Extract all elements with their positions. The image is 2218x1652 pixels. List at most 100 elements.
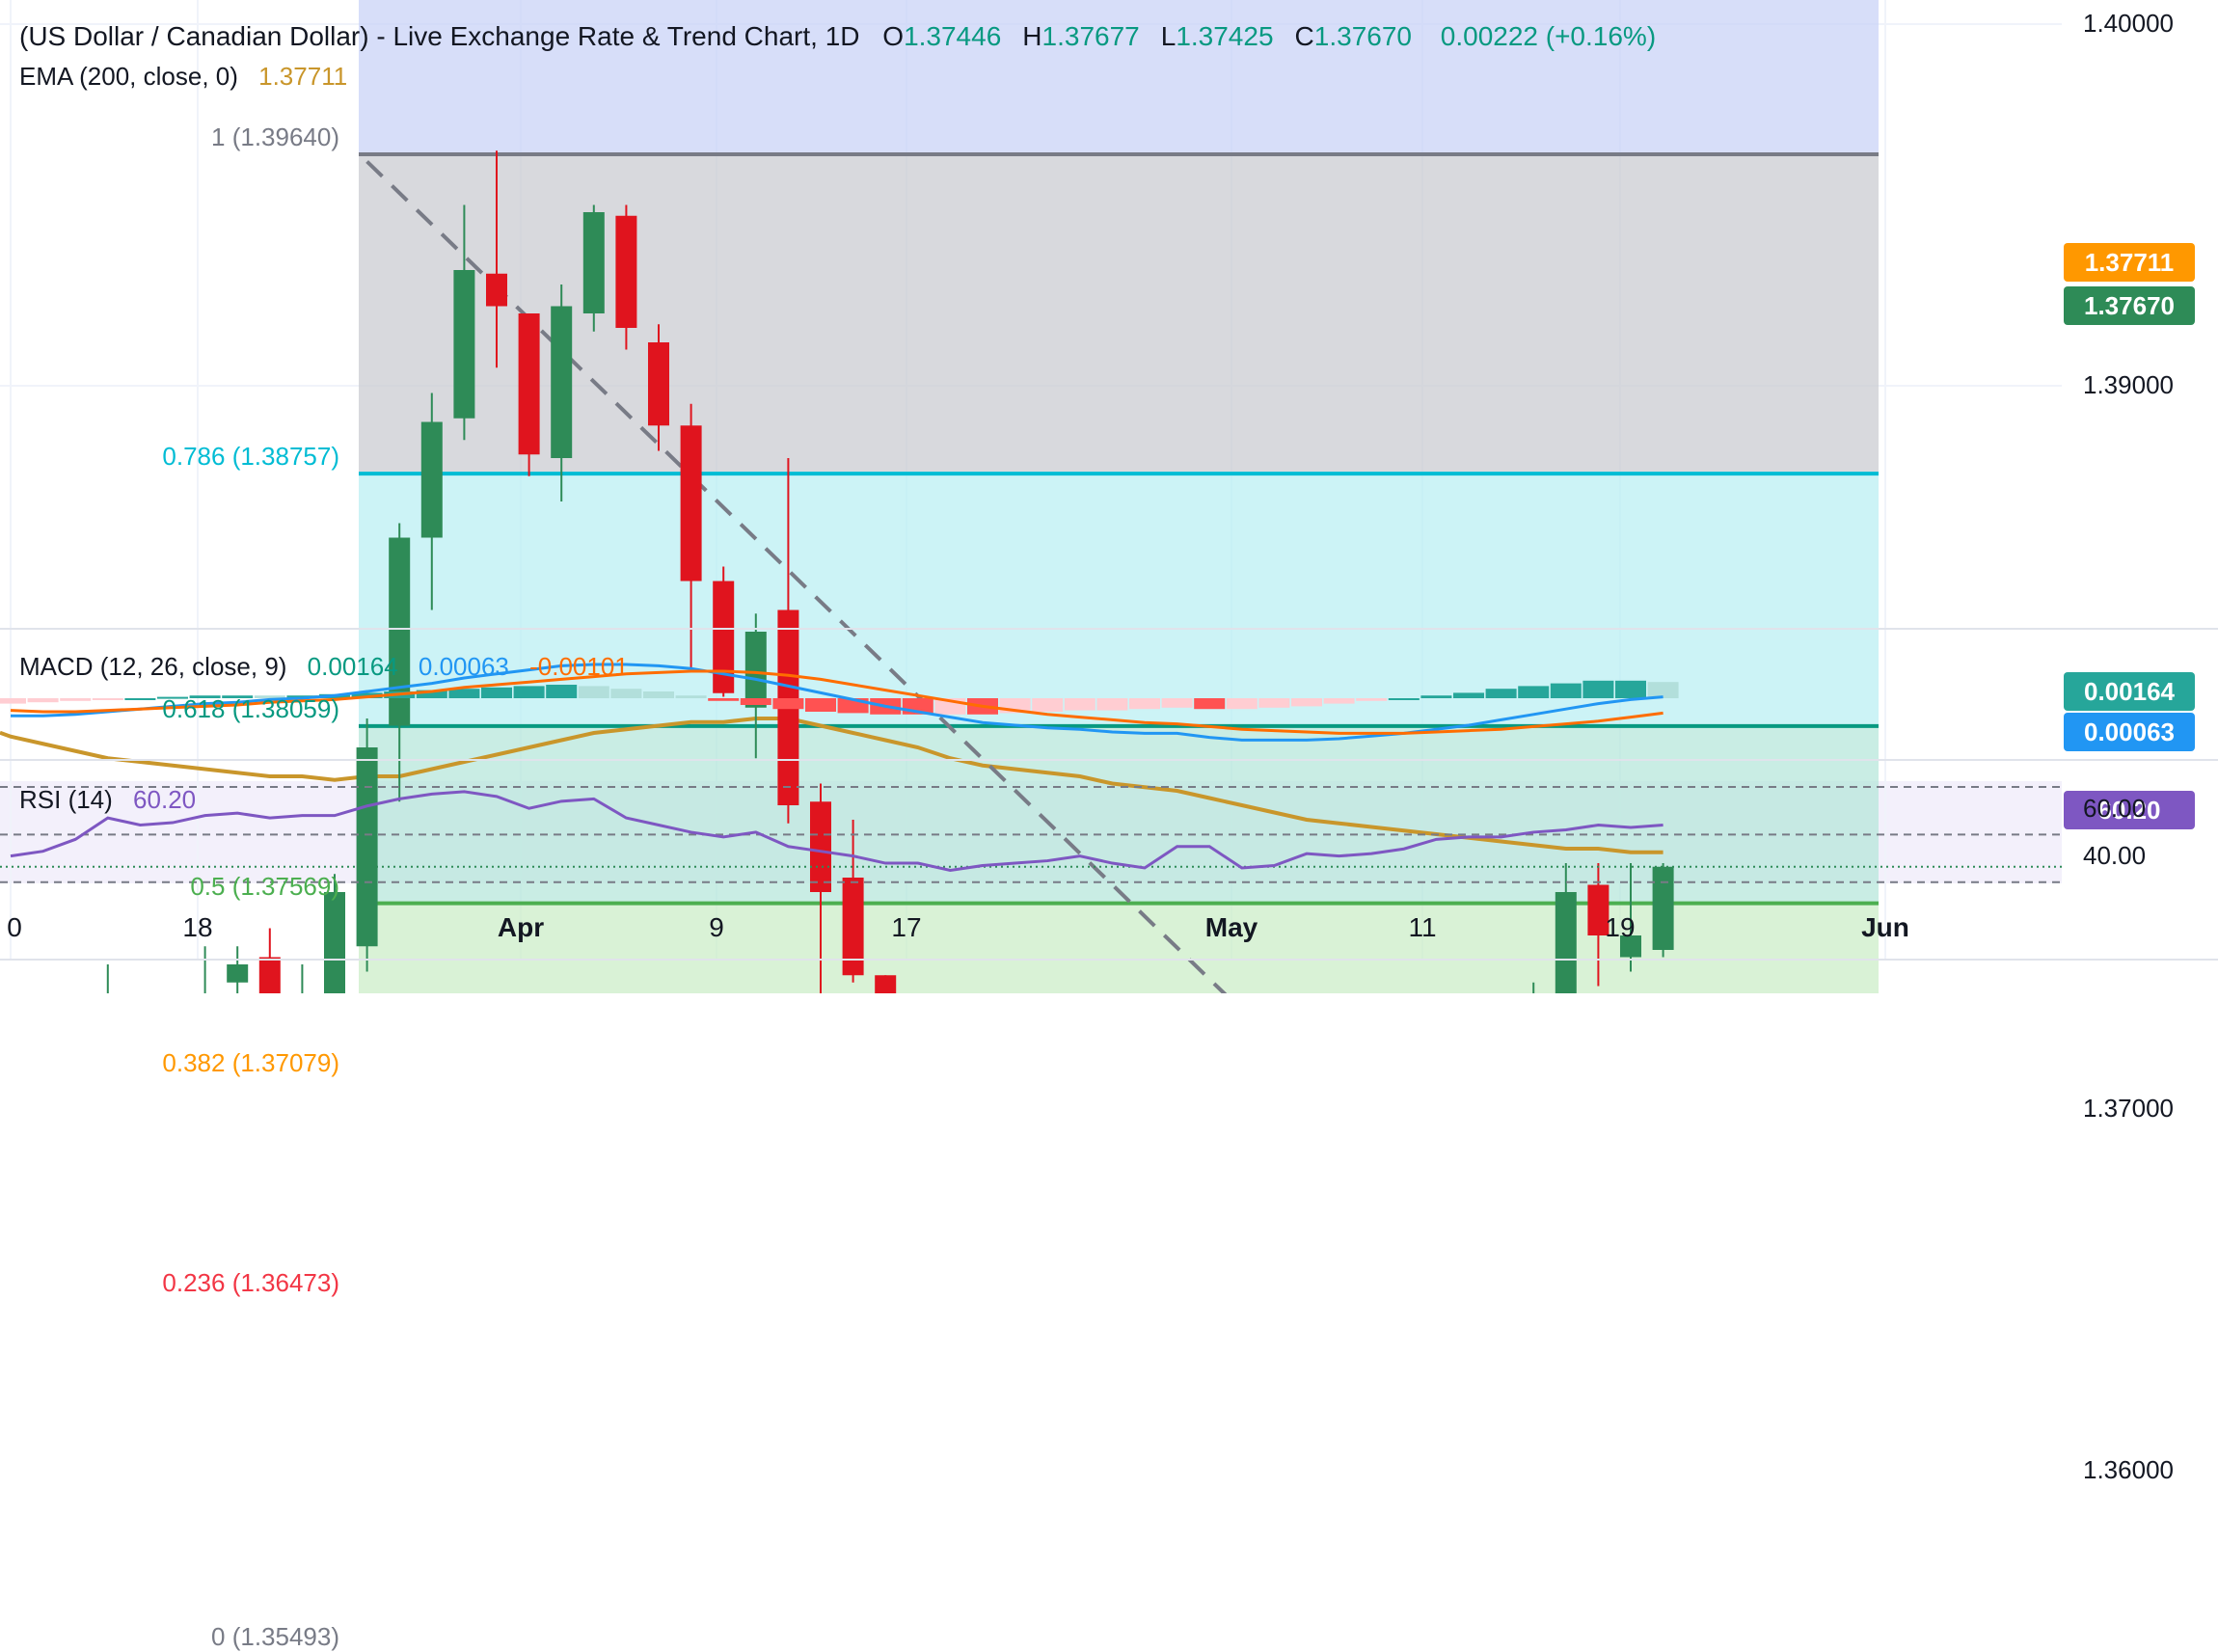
rsi-axis-label: 40.00 [2083, 841, 2147, 871]
fib-level-label: 0.236 (1.36473) [162, 1267, 339, 1297]
macd-histogram-bar [1518, 686, 1550, 698]
price-axis-label: 1.39000 [2083, 370, 2174, 399]
fib-zone [359, 903, 1879, 993]
rsi-legend-value: 60.20 [133, 785, 197, 814]
fib-level-label: 1 (1.39640) [211, 122, 339, 151]
price-axis-label: 1.40000 [2083, 9, 2174, 38]
candle-body [551, 306, 573, 458]
fib-level-label: 0 (1.35493) [211, 1622, 339, 1652]
macd-histogram-bar [1323, 698, 1355, 704]
close-price-tag: 1.37670 [2064, 286, 2195, 325]
fib-zone [359, 725, 1879, 904]
macd-histogram-bar [1258, 698, 1290, 708]
macd-legend-macd: 0.00164 [307, 652, 398, 681]
candle-body [648, 342, 669, 426]
candle-body [875, 975, 897, 993]
macd-histogram-bar [1161, 698, 1193, 708]
chart-header: (US Dollar / Canadian Dollar) - Live Exc… [19, 21, 1656, 52]
header-shade [359, 0, 1879, 154]
macd-histogram-bar [675, 695, 707, 698]
macd-histogram-bar [254, 695, 285, 698]
candle-body [420, 421, 443, 538]
macd-legend[interactable]: MACD (12, 26, close, 9) 0.00164 0.00063 … [19, 652, 629, 682]
candle-body [582, 212, 605, 313]
macd-histogram-bar [1064, 698, 1095, 711]
macd-histogram-bar [448, 689, 480, 698]
ohlc-l: L1.37425 [1160, 21, 1274, 51]
rsi-legend-label: RSI (14) [19, 785, 113, 814]
ema-legend[interactable]: EMA (200, close, 0) 1.37711 [19, 62, 347, 92]
candle-body [389, 537, 411, 726]
rsi-line [10, 790, 1664, 872]
candle-body [1587, 884, 1609, 935]
chart-title: (US Dollar / Canadian Dollar) - Live Exc… [19, 21, 860, 51]
time-axis-label: Jun [1861, 912, 1909, 942]
candle-body [744, 632, 767, 708]
rsi-value-tag: 60.20 [2064, 791, 2195, 829]
candle-body [842, 878, 864, 976]
macd-histogram-bar [1453, 692, 1484, 698]
macd-histogram-bar [740, 698, 771, 705]
chart-canvas[interactable] [0, 0, 2218, 993]
price-axis-label: 1.37000 [2083, 1094, 2174, 1123]
candle-body [680, 425, 702, 582]
ohlc-o: O1.37446 [882, 21, 1002, 51]
macd-histogram-bar [157, 696, 188, 699]
ema-legend-label: EMA (200, close, 0) [19, 62, 238, 91]
time-axis-label: 19 [1605, 912, 1636, 942]
candle-body [713, 581, 735, 693]
macd-histogram-bar [481, 687, 512, 698]
macd-histogram-bar [416, 690, 447, 698]
rsi-legend[interactable]: RSI (14) 60.20 [19, 785, 196, 815]
macd-histogram-bar [189, 695, 221, 698]
fib-level-label: 0.5 (1.37569) [190, 871, 339, 901]
macd-histogram-bar [1194, 698, 1226, 710]
candle-body [486, 273, 507, 307]
candle-body [356, 747, 378, 947]
trend-line [365, 160, 1228, 993]
macd-value-tag: 0.00164 [2064, 672, 2195, 711]
macd-histogram-bar [1129, 698, 1160, 710]
macd-histogram-bar [1226, 698, 1258, 710]
rsi-axis-label: 60.00 [2083, 793, 2147, 823]
macd-histogram-bar [1485, 689, 1517, 698]
macd-histogram-bar [60, 698, 92, 701]
candle-body [518, 313, 540, 455]
macd-histogram-bar [1291, 698, 1322, 707]
signal-line [10, 669, 1664, 735]
fib-level-label: 0.382 (1.37079) [162, 1048, 339, 1078]
macd-histogram-bar [1582, 680, 1614, 698]
macd-histogram-bar [610, 689, 642, 698]
fib-zone [359, 154, 1879, 474]
candle-body [227, 964, 249, 983]
macd-histogram-bar [92, 698, 123, 700]
macd-histogram-bar [1032, 698, 1064, 712]
macd-histogram-bar [513, 686, 545, 698]
macd-legend-hist: -0.00101 [529, 652, 629, 681]
change-readout: 0.00222 (+0.16%) [1440, 21, 1657, 51]
signal-value-tag: 0.00063 [2064, 713, 2195, 751]
macd-histogram-bar [708, 698, 740, 701]
macd-histogram-bar [546, 685, 578, 698]
macd-histogram-bar [1096, 698, 1128, 711]
time-axis-label: Apr [497, 912, 545, 942]
macd-histogram-bar [1356, 698, 1388, 701]
time-axis-label: 17 [891, 912, 922, 942]
price-axis-label: 1.36000 [2083, 1455, 2174, 1484]
ema-legend-value: 1.37711 [258, 62, 348, 91]
macd-histogram-bar [1647, 682, 1679, 698]
ohlc-readout: O1.37446 H1.37677 L1.37425 C1.37670 [867, 21, 1412, 51]
time-axis-label: 18 [182, 912, 213, 942]
macd-histogram-bar [0, 698, 26, 704]
macd-histogram-bar [1420, 695, 1452, 698]
fib-level-label: 0.618 (1.38059) [162, 693, 339, 723]
macd-histogram-bar [222, 695, 254, 698]
candle-body [1620, 935, 1641, 958]
macd-histogram-bar [27, 698, 59, 703]
macd-histogram-bar [805, 698, 836, 712]
macd-histogram-bar [1550, 683, 1582, 698]
candle-body [615, 215, 637, 328]
macd-histogram-bar [643, 691, 674, 698]
time-axis-label: 11 [1408, 912, 1437, 942]
